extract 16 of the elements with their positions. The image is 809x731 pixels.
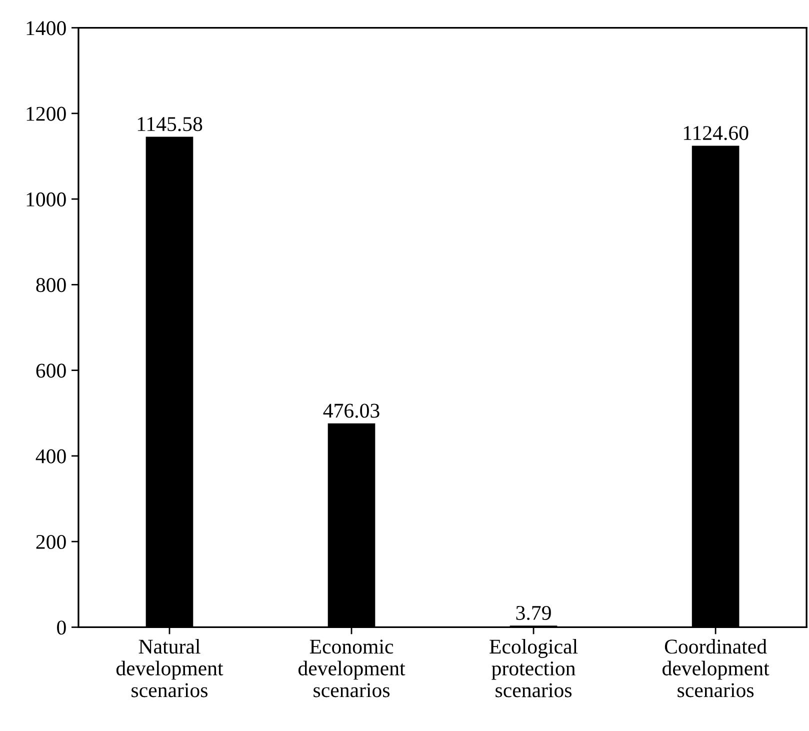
- x-tick-label: Natural development scenarios: [116, 639, 224, 698]
- y-tick-label: 0: [57, 620, 66, 635]
- y-tick-label: 1200: [26, 106, 66, 121]
- y-tick-label: 1000: [26, 192, 66, 206]
- y-tick-label: 600: [36, 364, 66, 378]
- y-tick-label: 800: [36, 278, 66, 292]
- data-label: 1124.60: [684, 126, 748, 140]
- x-tick-label: Ecological protection scenarios: [490, 639, 578, 698]
- y-tick-label: 400: [36, 449, 66, 464]
- x-tick-label: Economic development scenarios: [298, 640, 406, 698]
- data-label: 476.03: [323, 404, 380, 418]
- data-label: 1145.58: [138, 117, 202, 132]
- y-tick-label: 1400: [26, 21, 66, 36]
- data-label: 3.79: [516, 606, 551, 620]
- x-tick-label: Coordinated development scenarios: [662, 639, 770, 698]
- y-tick-label: 200: [36, 534, 66, 549]
